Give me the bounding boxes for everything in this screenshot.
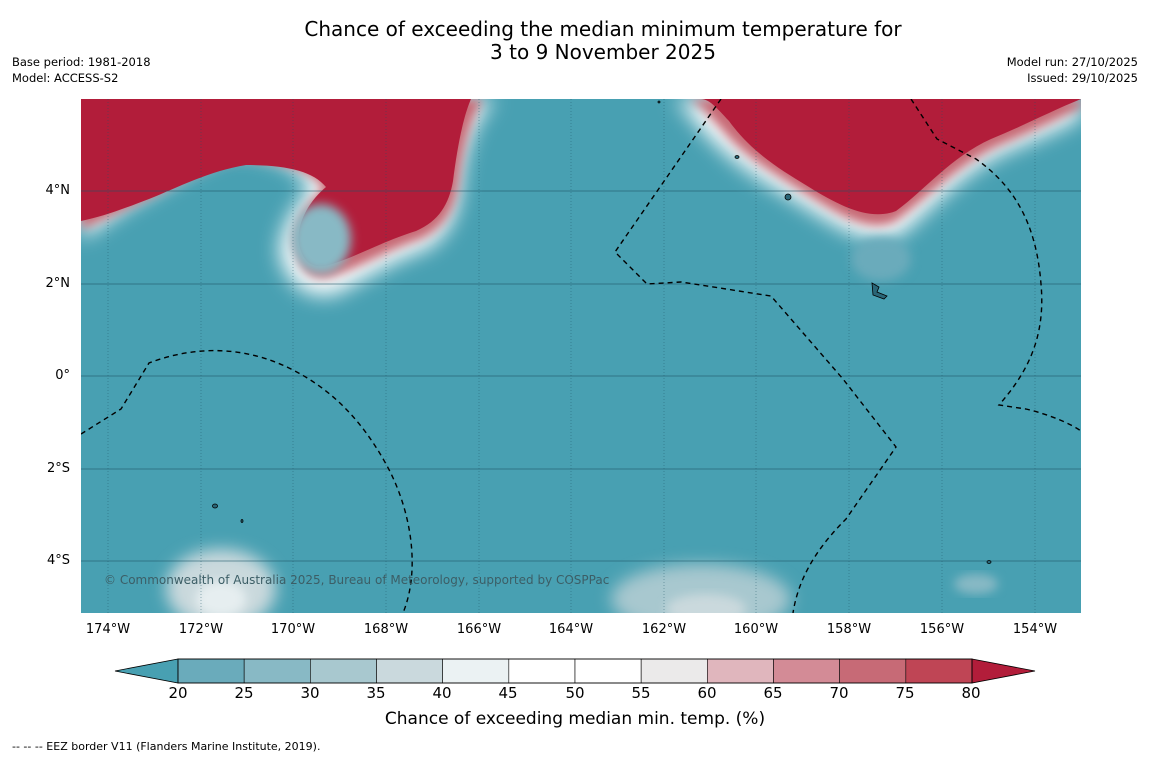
eez-footnote: -- -- -- EEZ border V11 (Flanders Marine… xyxy=(12,740,321,753)
cb-tick-30: 30 xyxy=(300,684,320,702)
colorbar-cell xyxy=(508,658,576,684)
cb-tick-60: 60 xyxy=(697,684,717,702)
colorbar xyxy=(0,652,1150,712)
model-run-label: Model run: 27/10/2025 xyxy=(1006,55,1138,69)
cb-tick-70: 70 xyxy=(829,684,849,702)
lat-label-4n: 4°N xyxy=(45,183,71,198)
colorbar-label: Chance of exceeding median min. temp. (%… xyxy=(384,709,766,729)
lon-label-160w: 160°W xyxy=(733,622,779,637)
lon-label-166w: 166°W xyxy=(456,622,502,637)
lon-label-158w: 158°W xyxy=(826,622,872,637)
lon-label-174w: 174°W xyxy=(85,622,131,637)
graticule-lat xyxy=(81,190,1081,562)
cb-tick-75: 75 xyxy=(895,684,915,702)
colorbar-cell xyxy=(839,658,907,684)
colorbar-cell xyxy=(773,658,840,684)
lon-label-164w: 164°W xyxy=(548,622,594,637)
meta-right: Model run: 27/10/2025 Issued: 29/10/2025 xyxy=(1007,55,1138,86)
eez-borders xyxy=(81,99,1081,613)
meta-left: Base period: 1981-2018 Model: ACCESS-S2 xyxy=(12,55,151,86)
colorbar-cell xyxy=(376,658,443,684)
lon-label-156w: 156°W xyxy=(919,622,965,637)
colorbar-cell xyxy=(574,658,642,684)
cb-tick-40: 40 xyxy=(432,684,452,702)
lon-label-172w: 172°W xyxy=(178,622,224,637)
colorbar-svg xyxy=(114,658,1036,684)
cb-tick-50: 50 xyxy=(565,684,585,702)
chart-title: Chance of exceeding the median minimum t… xyxy=(0,18,1150,64)
colorbar-low-extend xyxy=(114,658,179,684)
cb-tick-35: 35 xyxy=(366,684,386,702)
lat-label-4s: 4°S xyxy=(46,553,70,568)
islands xyxy=(212,100,992,564)
cb-tick-20: 20 xyxy=(168,684,188,702)
colorbar-cell xyxy=(905,658,973,684)
lon-label-162w: 162°W xyxy=(641,622,687,637)
model-label: Model: ACCESS-S2 xyxy=(12,70,119,85)
colorbar-high-extend xyxy=(971,658,1036,684)
lat-label-2n: 2°N xyxy=(45,276,71,291)
colorbar-cell xyxy=(243,658,311,684)
cb-tick-25: 25 xyxy=(234,684,254,702)
cb-tick-65: 65 xyxy=(763,684,783,702)
issued-label: Issued: 29/10/2025 xyxy=(1027,70,1138,85)
cb-tick-45: 45 xyxy=(498,684,518,702)
cool-patches xyxy=(166,204,998,613)
lon-label-154w: 154°W xyxy=(1012,622,1058,637)
lat-label-0: 0° xyxy=(55,368,70,383)
lon-label-170w: 170°W xyxy=(270,622,316,637)
colorbar-cell xyxy=(310,658,377,684)
colorbar-cell xyxy=(640,658,708,684)
title-line-1: Chance of exceeding the median minimum t… xyxy=(304,17,902,41)
colorbar-cells xyxy=(177,658,973,684)
colorbar-cell xyxy=(177,658,245,684)
map-credit: © Commonwealth of Australia 2025, Bureau… xyxy=(104,573,610,587)
map-svg xyxy=(81,99,1081,613)
map-panel xyxy=(81,99,1081,613)
lon-label-168w: 168°W xyxy=(363,622,409,637)
colorbar-frame xyxy=(177,658,973,684)
title-line-2: 3 to 9 November 2025 xyxy=(490,40,716,64)
colorbar-cell xyxy=(442,658,510,684)
cb-tick-55: 55 xyxy=(631,684,651,702)
base-period-label: Base period: 1981-2018 xyxy=(12,55,151,69)
lat-label-2s: 2°S xyxy=(46,461,70,476)
colorbar-cell xyxy=(707,658,774,684)
cb-tick-80: 80 xyxy=(961,684,981,702)
